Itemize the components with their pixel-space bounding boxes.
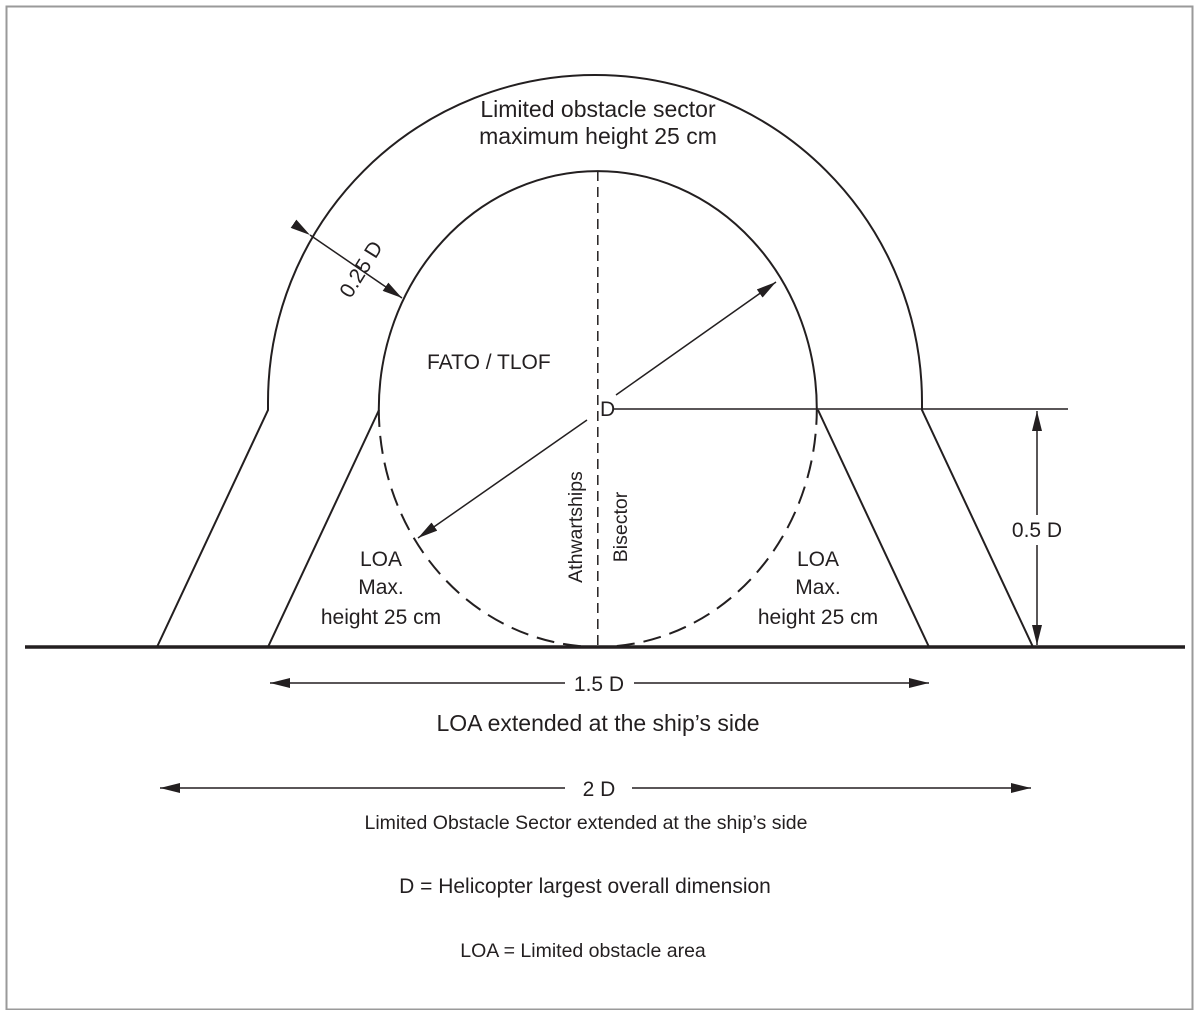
one-half-d-label: 1.5 D (574, 673, 624, 696)
ring-width-label: 0.25 D (335, 237, 387, 302)
loa-right-label-line3: height 25 cm (758, 606, 878, 629)
athwartships-label: Athwartships (565, 471, 587, 583)
sector-label-line2: maximum height 25 cm (479, 123, 717, 149)
sector-extended-label: Limited Obstacle Sector extended at the … (365, 812, 808, 834)
half-d-label: 0.5 D (1012, 519, 1062, 542)
loa-left-boundary (267, 409, 380, 648)
loa-extended-label: LOA extended at the ship’s side (436, 710, 759, 736)
loa-right-boundary (817, 409, 930, 648)
fato-tlof-label: FATO / TLOF (427, 351, 551, 374)
diameter-arrow-upper (615, 281, 777, 396)
two-d-label: 2 D (583, 778, 616, 801)
diameter-arrow-lower (417, 419, 588, 539)
loa-left-label-line2: Max. (358, 576, 404, 599)
centre-d-label: D (600, 398, 615, 421)
loa-definition-label: LOA = Limited obstacle area (460, 940, 706, 962)
bisector-label: Bisector (610, 491, 632, 562)
loa-right-label-line2: Max. (795, 576, 841, 599)
loa-right-label-line1: LOA (797, 548, 839, 571)
sector-label-line1: Limited obstacle sector (480, 96, 716, 122)
ring-width-arrow (290, 219, 403, 299)
loa-left-label-line3: height 25 cm (321, 606, 441, 629)
fato-circle-dashed-arc (377, 408, 818, 648)
d-definition-label: D = Helicopter largest overall dimension (399, 875, 771, 898)
sector-outer-boundary (156, 74, 1034, 648)
loa-left-label-line1: LOA (360, 548, 402, 571)
page-frame (5, 5, 1194, 1010)
